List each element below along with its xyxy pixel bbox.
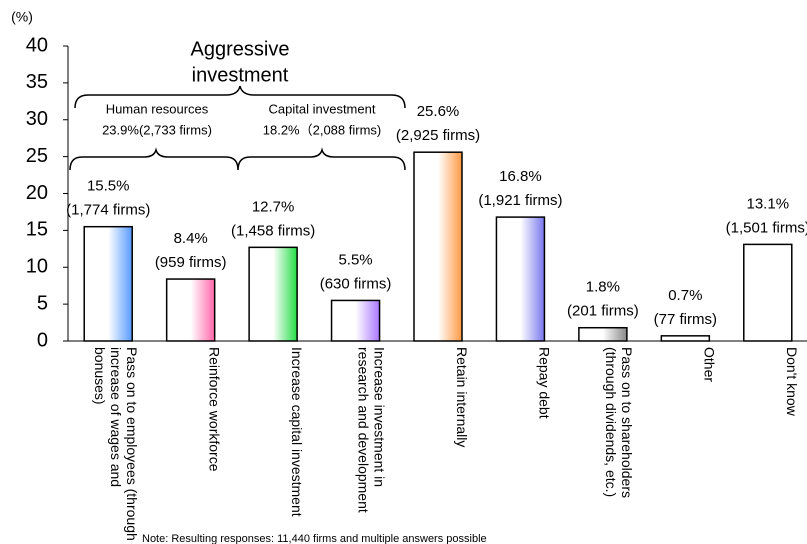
firm-label: (1,774 firms) [66,202,150,219]
x-tick-label: Pass on to employees (through increase o… [92,347,141,541]
y-tick-label: 30 [26,108,48,130]
bracket [74,85,406,109]
group-label: 23.9%(2,733 firms) [102,122,212,137]
bar [413,151,463,342]
value-label: 5.5% [338,251,372,268]
y-tick-label: 40 [26,34,48,56]
y-tick-label: 35 [26,71,48,93]
y-tick-label: 10 [26,256,48,278]
group-label: 18.2%（2,088 firms) [263,122,382,137]
bar [248,246,298,342]
x-tick-label: Repay debt [536,347,553,419]
bar [660,335,711,342]
x-tick-label: Pass on to shareholders (through dividen… [602,347,635,498]
bracket [69,147,406,171]
bar [330,299,381,342]
group-label: Human resources [106,101,209,116]
y-unit: (%) [11,9,33,25]
x-tick-label: Other [701,347,718,383]
y-tick-label: 25 [26,145,48,167]
x-tick-label: Reinforce workforce [206,347,223,472]
y-tick-label: 5 [37,292,48,314]
firm-label: (1,458 firms) [231,222,315,239]
value-label: 25.6% [417,103,460,120]
firm-label: (77 firms) [654,311,717,328]
bar [578,326,628,342]
x-tick-label: Increase investment in research and deve… [355,347,388,513]
value-label: 1.8% [586,279,620,296]
y-tick-label: 15 [26,219,48,241]
firm-label: (630 firms) [320,275,392,292]
firm-label: (201 firms) [567,303,639,320]
firm-label: (959 firms) [155,254,227,271]
value-label: 15.5% [87,178,130,195]
y-tick-label: 0 [37,329,48,351]
value-label: 13.1% [747,195,790,212]
group-label: investment [192,64,289,86]
bar [83,225,133,342]
x-tick-label: Retain internally [454,347,470,448]
x-tick-label: Increase capital investment [289,347,306,517]
bar [495,216,546,342]
group-label: Aggressive [191,38,290,60]
value-label: 12.7% [252,198,295,215]
firm-label: (1,501 firms) [726,219,807,236]
bar [743,243,793,342]
value-label: 0.7% [668,287,702,304]
x-tick-label: Don't know [783,347,800,416]
firm-label: (2,925 firms) [396,127,480,144]
note: Note: Resulting responses: 11,440 firms … [142,533,487,544]
firm-label: (1,921 firms) [478,192,562,209]
group-label: Capital investment [269,101,376,116]
value-label: 8.4% [174,230,208,247]
y-tick-label: 20 [26,182,48,204]
value-label: 16.8% [499,168,542,185]
bar [165,278,216,342]
